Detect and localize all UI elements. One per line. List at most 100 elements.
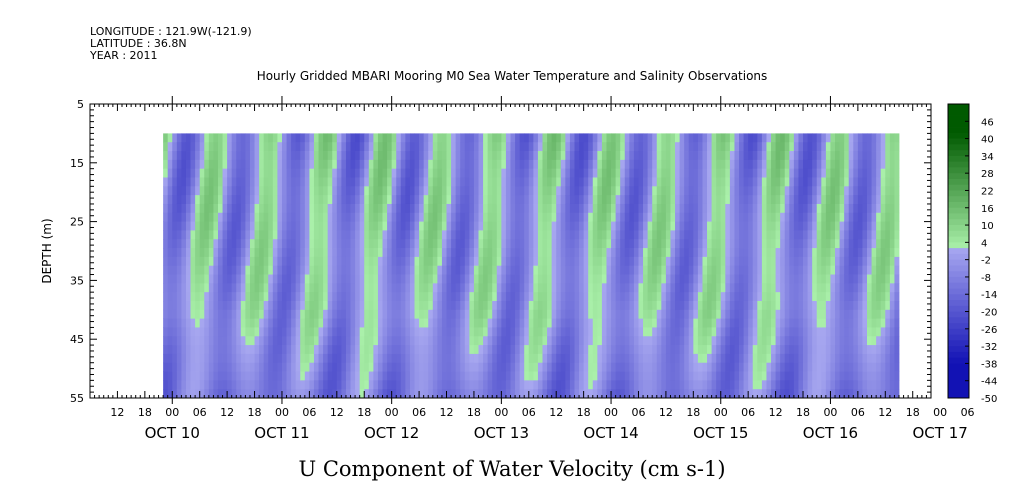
heatmap-cell	[268, 318, 274, 328]
heatmap-cell	[327, 362, 333, 372]
heatmap-cell	[853, 327, 859, 337]
heatmap-cell	[821, 389, 827, 399]
heatmap-cell	[222, 292, 228, 302]
heatmap-cell	[382, 380, 388, 390]
heatmap-cell	[382, 353, 388, 364]
heatmap-cell	[519, 239, 525, 249]
heatmap-cell	[757, 300, 763, 311]
heatmap-cell	[533, 203, 539, 214]
heatmap-cell	[688, 212, 694, 222]
heatmap-cell	[254, 318, 260, 328]
heatmap-cell	[419, 300, 425, 311]
heatmap-cell	[848, 318, 854, 328]
heatmap-cell	[172, 256, 178, 267]
heatmap-cell	[798, 195, 804, 205]
heatmap-cell	[537, 380, 543, 390]
heatmap-cell	[496, 265, 502, 275]
heatmap-cell	[181, 353, 187, 364]
heatmap-cell	[336, 318, 342, 328]
heatmap-cell	[547, 345, 553, 355]
heatmap-cell	[249, 230, 255, 240]
heatmap-cell	[263, 142, 269, 152]
heatmap-cell	[697, 133, 703, 143]
heatmap-cell	[304, 133, 310, 143]
heatmap-cell	[725, 159, 731, 170]
heatmap-cell	[876, 186, 882, 196]
y-tick-label: 5	[77, 98, 84, 111]
heatmap-cell	[409, 239, 415, 249]
heatmap-cell	[505, 283, 511, 293]
heatmap-cell	[693, 274, 699, 284]
heatmap-cell	[611, 371, 617, 381]
heatmap-cell	[748, 212, 754, 222]
heatmap-cell	[281, 256, 287, 267]
heatmap-cell	[611, 239, 617, 249]
heatmap-cell	[647, 309, 653, 320]
heatmap-cell	[825, 327, 831, 337]
heatmap-cell	[222, 327, 228, 337]
heatmap-cell	[437, 186, 443, 196]
heatmap-cell	[894, 212, 900, 222]
heatmap-cell	[633, 292, 639, 302]
heatmap-cell	[350, 230, 356, 240]
heatmap-cell	[373, 309, 379, 320]
heatmap-cell	[492, 256, 498, 267]
heatmap-cell	[867, 283, 872, 293]
heatmap-cell	[702, 353, 708, 364]
heatmap-cell	[478, 142, 484, 152]
heatmap-cell	[670, 159, 676, 170]
heatmap-cell	[807, 159, 813, 170]
heatmap-cell	[464, 265, 470, 275]
heatmap-cell	[240, 380, 246, 390]
heatmap-cell	[309, 274, 315, 284]
heatmap-cell	[729, 142, 735, 152]
heatmap-cell	[473, 389, 479, 399]
heatmap-cell	[725, 362, 731, 372]
heatmap-cell	[382, 265, 388, 275]
heatmap-cell	[793, 177, 799, 187]
heatmap-cell	[716, 159, 722, 170]
heatmap-cell	[217, 230, 223, 240]
heatmap-cell	[825, 380, 831, 390]
heatmap-cell	[300, 362, 306, 372]
heatmap-cell	[551, 336, 557, 346]
heatmap-cell	[327, 309, 333, 320]
heatmap-cell	[208, 345, 214, 355]
heatmap-cell	[853, 239, 859, 249]
heatmap-cell	[483, 309, 489, 320]
heatmap-cell	[441, 177, 447, 187]
heatmap-cell	[510, 256, 516, 267]
heatmap-cell	[533, 142, 539, 152]
heatmap-cell	[236, 336, 242, 346]
heatmap-cell	[400, 256, 406, 267]
heatmap-cell	[323, 151, 329, 161]
heatmap-cell	[629, 256, 635, 267]
heatmap-cell	[629, 151, 635, 161]
heatmap-cell	[784, 230, 790, 240]
heatmap-cell	[213, 283, 219, 293]
heatmap-cell	[761, 239, 767, 249]
heatmap-cell	[793, 212, 799, 222]
heatmap-cell	[697, 159, 703, 170]
heatmap-cell	[254, 292, 260, 302]
heatmap-cell	[894, 203, 900, 214]
heatmap-cell	[547, 177, 553, 187]
heatmap-cell	[835, 318, 840, 328]
heatmap-cell	[249, 248, 255, 258]
heatmap-cell	[359, 318, 365, 328]
heatmap-cell	[647, 362, 653, 372]
heatmap-cell	[263, 230, 269, 240]
heatmap-cell	[748, 195, 754, 205]
heatmap-cell	[478, 353, 484, 364]
heatmap-cell	[652, 221, 658, 231]
heatmap-cell	[254, 309, 260, 320]
heatmap-cell	[263, 177, 269, 187]
heatmap-cell	[821, 371, 827, 381]
heatmap-cell	[492, 203, 498, 214]
heatmap-cell	[382, 151, 388, 161]
heatmap-cell	[606, 230, 612, 240]
heatmap-cell	[812, 380, 818, 390]
heatmap-cell	[789, 283, 795, 293]
heatmap-cell	[272, 345, 278, 355]
heatmap-cell	[501, 283, 507, 293]
